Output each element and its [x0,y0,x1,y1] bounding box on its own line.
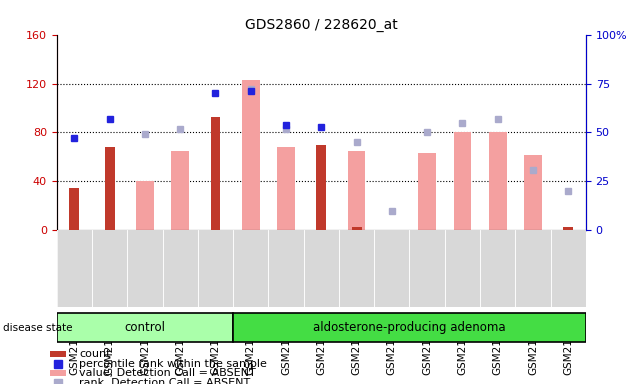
Title: GDS2860 / 228620_at: GDS2860 / 228620_at [245,18,398,32]
Text: count: count [79,349,111,359]
Bar [171,151,189,230]
Bar [57,313,233,342]
Bar [136,182,154,230]
Bar [50,370,66,376]
Bar [316,145,326,230]
Bar [418,153,436,230]
Bar [105,147,115,230]
Bar [233,313,586,342]
Bar [489,132,507,230]
Bar [348,151,365,230]
Bar [454,132,471,230]
Bar [524,154,542,230]
Text: percentile rank within the sample: percentile rank within the sample [79,359,267,369]
Bar [210,117,220,230]
Bar [50,351,66,358]
Bar [352,227,362,230]
Text: control: control [124,321,166,334]
Bar [69,187,79,230]
Text: value, Detection Call = ABSENT: value, Detection Call = ABSENT [79,368,256,378]
Text: rank, Detection Call = ABSENT: rank, Detection Call = ABSENT [79,377,251,384]
Bar [563,227,573,230]
Text: disease state: disease state [3,323,72,333]
Bar [242,80,260,230]
Bar [277,147,295,230]
Text: aldosterone-producing adenoma: aldosterone-producing adenoma [313,321,506,334]
